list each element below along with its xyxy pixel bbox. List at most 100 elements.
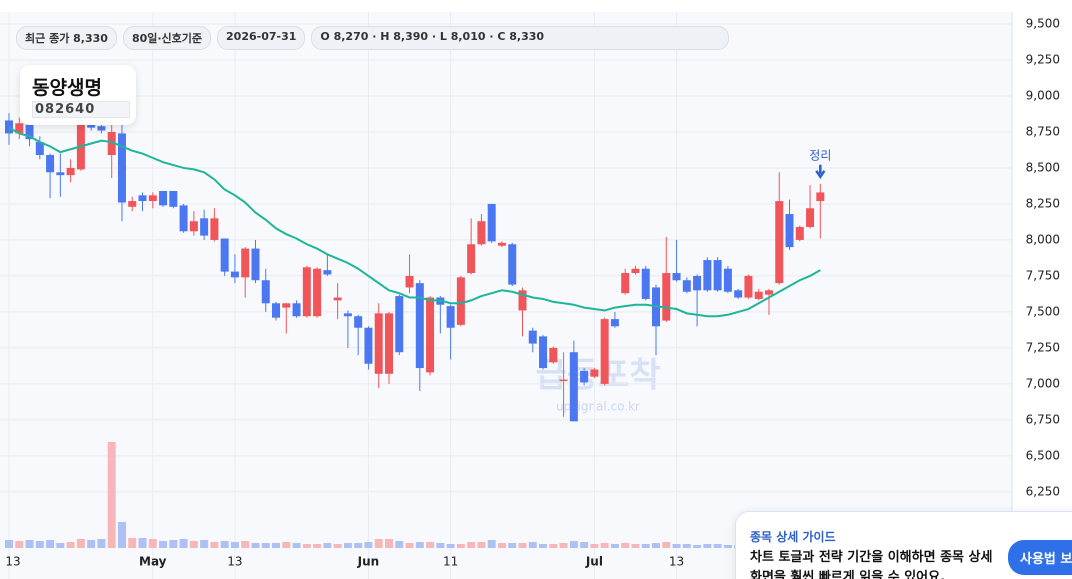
y-tick-label: 8,250: [1026, 196, 1060, 210]
candle-body: [333, 297, 342, 301]
volume-bar: [323, 543, 332, 548]
volume-bar: [436, 543, 445, 548]
volume-bar: [528, 542, 537, 548]
volume-bar: [652, 543, 661, 548]
candle-body: [189, 221, 198, 232]
candle-body: [405, 275, 414, 288]
volume-bar: [292, 543, 301, 548]
watermark-site: upsignal.co.kr: [556, 400, 640, 414]
candle-body: [210, 218, 219, 240]
guide-title: 종목 상세 가이드: [750, 530, 836, 544]
candle-body: [200, 218, 209, 236]
candle-body: [261, 280, 270, 304]
volume-bar: [662, 542, 671, 548]
guide-button[interactable]: 사용법 보기: [1008, 540, 1072, 575]
candle-body: [497, 242, 506, 246]
candle-body: [764, 290, 773, 295]
x-tick-label: 13: [669, 555, 684, 569]
candle-body: [426, 297, 435, 373]
candle-body: [744, 275, 753, 298]
y-tick-label: 7,750: [1026, 268, 1060, 282]
volume-bar: [477, 542, 486, 548]
candle-body: [590, 369, 599, 377]
volume-bar: [302, 544, 311, 548]
volume-bar: [138, 538, 147, 548]
candle-body: [754, 291, 763, 299]
candle-body: [580, 370, 589, 383]
y-tick-label: 6,750: [1026, 412, 1060, 426]
candle-body: [703, 260, 712, 291]
guide-line: 차트 토글과 전략 기간을 이해하면 종목 상세: [750, 550, 993, 565]
volume-bar: [497, 543, 506, 548]
candle-body: [323, 270, 332, 275]
volume-bar: [87, 540, 96, 548]
volume-bar: [446, 544, 455, 548]
y-tick-label: 9,250: [1026, 52, 1060, 66]
volume-bar: [580, 542, 589, 548]
candle-body: [713, 260, 722, 291]
candle-body: [230, 271, 239, 278]
volume-bar: [508, 543, 517, 548]
volume-bar: [467, 542, 476, 548]
candle-body: [282, 303, 291, 308]
candle-body: [487, 203, 496, 242]
candle-body: [66, 167, 75, 176]
volume-bar: [35, 541, 44, 548]
volume-bar: [343, 543, 352, 548]
candle-body: [159, 190, 168, 206]
candle-body: [292, 303, 301, 317]
volume-bar: [703, 544, 712, 548]
volume-bar: [333, 544, 342, 548]
volume-bar: [713, 544, 722, 548]
volume-bar: [261, 543, 270, 548]
candle-body: [384, 313, 393, 374]
candle-body: [138, 195, 147, 202]
info-pill: 최근 종가 8,330: [16, 26, 117, 50]
volume-bar: [693, 545, 702, 548]
x-tick-label: May: [139, 555, 167, 569]
candle-body: [477, 221, 486, 245]
info-pills: 최근 종가 8,330 80일·신호기준 2026-07-31 O 8,270 …: [16, 26, 730, 50]
y-tick-label: 6,500: [1026, 448, 1060, 462]
volume-bar: [97, 539, 106, 548]
candle-body: [610, 319, 619, 327]
volume-bar: [5, 540, 13, 548]
candle-body: [806, 208, 815, 227]
candle-body: [549, 347, 558, 363]
volume-bar: [66, 542, 75, 548]
volume-bar: [682, 544, 691, 548]
y-tick-label: 8,500: [1026, 160, 1060, 174]
y-tick-label: 6,250: [1026, 484, 1060, 498]
candle-body: [25, 124, 34, 140]
y-tick-label: 7,250: [1026, 340, 1060, 354]
candle-body: [354, 316, 363, 328]
candle-body: [641, 268, 650, 299]
candle-body: [467, 244, 476, 274]
info-pill: 2026-07-31: [217, 26, 306, 50]
guide-card: 종목 상세 가이드 차트 토글과 전략 기간을 이해하면 종목 상세 화면을 훨…: [735, 511, 1072, 579]
y-tick-label: 8,750: [1026, 124, 1060, 138]
volume-bar: [282, 542, 291, 548]
volume-bar: [210, 542, 219, 548]
volume-bar: [272, 543, 281, 548]
volume-bar: [549, 544, 558, 548]
candle-body: [15, 123, 24, 134]
candle-body: [87, 124, 96, 128]
candle-body: [272, 303, 281, 318]
volume-bar: [230, 542, 239, 548]
volume-bar: [251, 543, 260, 548]
candle-body: [169, 190, 178, 207]
volume-bar: [621, 543, 630, 548]
volume-bar: [169, 540, 178, 548]
candle-body: [395, 296, 404, 353]
volume-bar: [426, 542, 435, 548]
candle-body: [816, 192, 825, 202]
volume-bar: [220, 541, 229, 548]
volume-bar: [313, 544, 322, 548]
candle-body: [446, 306, 455, 328]
candle-body: [343, 313, 352, 317]
candle-body: [734, 290, 743, 298]
candle-body: [508, 244, 517, 285]
